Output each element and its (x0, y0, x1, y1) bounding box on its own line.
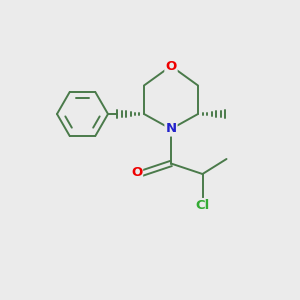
Text: N: N (165, 122, 177, 136)
Text: O: O (165, 59, 177, 73)
Text: Cl: Cl (195, 199, 210, 212)
Text: O: O (131, 166, 142, 179)
